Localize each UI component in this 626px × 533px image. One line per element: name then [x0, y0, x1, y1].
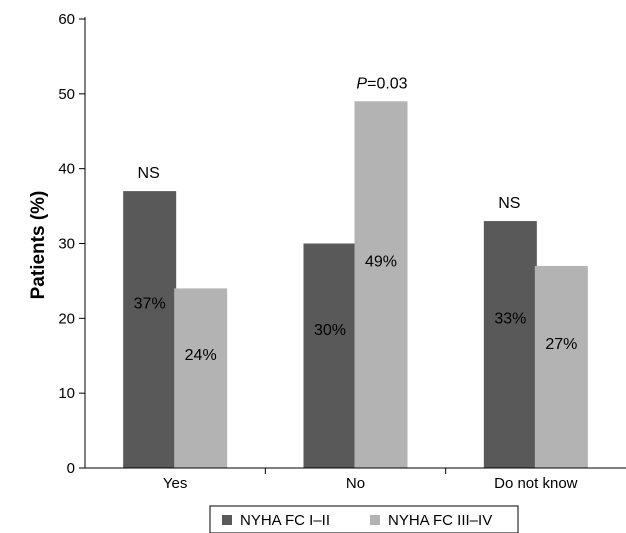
- bar-nyha-fc-iii-iv-no: [354, 101, 408, 469]
- y-tick-label-50: 50: [58, 86, 75, 103]
- annotation-no: P=0.03: [356, 75, 407, 92]
- labels-group: 37% 30% 33% 24% 49% 27% NS P=0.03 NS: [134, 75, 578, 364]
- legend-label-nyha-fc-i-ii: NYHA FC I–II: [240, 512, 330, 529]
- y-tick-label-60: 60: [58, 11, 75, 28]
- annotation-do-not-know: NS: [498, 195, 520, 212]
- bar-nyha-fc-iii-iv-yes: [174, 288, 228, 468]
- data-label-nyha-fc-i-ii-no: 30%: [314, 322, 346, 339]
- bars-group: [123, 101, 588, 469]
- x-tick-label-yes: Yes: [163, 475, 187, 492]
- data-label-nyha-fc-i-ii-yes: 37%: [134, 296, 166, 313]
- y-tick-label-30: 30: [58, 236, 75, 253]
- y-tick-label-20: 20: [58, 310, 75, 327]
- axes-group: 0 10 20 30 40 50 60 Yes No Do not know: [58, 11, 626, 492]
- legend-frame: [209, 505, 519, 533]
- legend-swatch-nyha-fc-iii-iv: [370, 515, 380, 525]
- data-label-nyha-fc-iii-iv-do-not-know: 27%: [545, 336, 577, 353]
- x-tick-label-no: No: [346, 475, 365, 492]
- bar-nyha-fc-i-ii-do-not-know: [483, 221, 537, 468]
- y-axis-label: Patients (%): [28, 191, 49, 300]
- y-tick-label-0: 0: [67, 460, 75, 477]
- x-tick-label-do-not-know: Do not know: [494, 475, 578, 492]
- legend: NYHA FC I–II NYHA FC III–IV: [209, 505, 519, 533]
- data-label-nyha-fc-iii-iv-no: 49%: [365, 254, 397, 271]
- data-label-nyha-fc-i-ii-do-not-know: 33%: [494, 311, 526, 328]
- bar-nyha-fc-i-ii-no: [303, 243, 357, 468]
- y-tick-label-10: 10: [58, 385, 75, 402]
- y-tick-label-40: 40: [58, 161, 75, 178]
- bar-nyha-fc-i-ii-yes: [123, 191, 177, 468]
- bar-nyha-fc-iii-iv-do-not-know: [534, 265, 588, 468]
- legend-swatch-nyha-fc-i-ii: [222, 515, 232, 525]
- data-label-nyha-fc-iii-iv-yes: 24%: [185, 347, 217, 364]
- legend-label-nyha-fc-iii-iv: NYHA FC III–IV: [388, 512, 492, 529]
- annotation-yes: NS: [138, 165, 160, 182]
